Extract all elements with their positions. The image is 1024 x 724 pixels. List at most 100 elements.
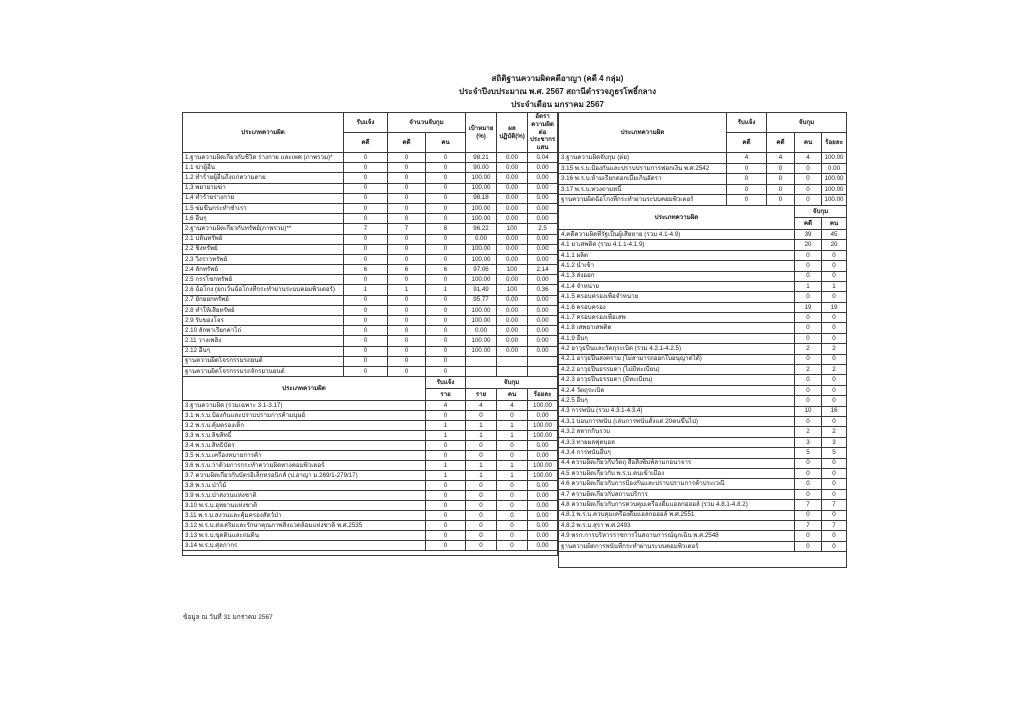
arrest-persons-cell: 0: [496, 490, 529, 502]
arrest-persons-cell: 0: [821, 467, 848, 480]
offense-row: 4.8 ความผิดเกี่ยวกับการควบคุมเครื่องดื่ม…: [558, 499, 848, 511]
crime-rate-cell: 0.00: [527, 233, 559, 245]
crime-rate-cell: 0.00: [527, 335, 559, 347]
offense-name-cell: 3.7 ความผิดเกี่ยวกับบัตรอิเล็กทรอนิกส์ (…: [182, 470, 426, 482]
right-table-header: ประเภทความผิด รับแจ้ง จับกุม คดี คดี คน …: [558, 112, 848, 153]
target-pct-cell: 100.00: [465, 172, 498, 184]
offense-row: 4.8.2 พ.ร.บ.สุรา พ.ศ.2493 7 7: [558, 519, 848, 532]
offense-row: 3.15 พ.ร.บ.ป้องกันและปราบปรามการฟอกเงิน …: [558, 162, 848, 175]
arrest-persons-cell: 0: [821, 540, 848, 553]
offense-row: 4.2.5 อื่นๆ 0 0: [558, 395, 848, 407]
col-header-crime-rate: อัตราความผิดต่อ ประชากรแสน: [527, 112, 559, 153]
arrest-persons-cell: 4: [794, 152, 823, 164]
offense-row: 4.1.6 ครอบครอง 19 19: [558, 301, 848, 314]
arrest-persons-cell: 0: [424, 192, 467, 204]
reported-cases-cell: 0: [424, 480, 467, 492]
offense-name-cell: 4.2.3 อาวุธปืนธรรมดา (มีทะเบียน): [558, 374, 796, 386]
arrest-persons-cell: 2: [821, 343, 848, 355]
offense-name-cell: 2.7 ยักยอกทรัพย์: [182, 294, 344, 306]
offense-name-cell: 2.9 รับของโจร: [182, 314, 344, 327]
arrest-cases-cell: 2: [794, 343, 823, 355]
arrest-cases-cell: 0: [794, 488, 823, 501]
arrest-persons-cell: 0: [821, 374, 848, 386]
offense-name-cell: ฐานความผิดฉ้อโกงที่กระทำผ่านระบบคอมพิวเต…: [558, 194, 728, 206]
arrest-persons-cell: 1: [496, 430, 529, 442]
arrest-persons-cell: 4: [496, 400, 529, 412]
col-subheader-person: คน: [496, 388, 529, 402]
arrest-cases-cell: 7: [794, 499, 823, 511]
result-pct-cell: 0.00: [496, 202, 529, 215]
offense-row: 2.9 รับของโจร 0 0 0 100.00 0.00 0.00: [182, 314, 559, 327]
offense-row: 1.5 ข่มขืนกระทำชำเรา 0 0 0 100.00 0.00 0…: [182, 202, 559, 215]
offense-name-cell: 3.5 พ.ร.บ.เครื่องหมายการค้า: [182, 450, 426, 462]
arrest-persons-cell: 0: [424, 233, 467, 245]
reported-cases-cell: 0: [424, 530, 467, 542]
target-pct-cell: 100.00: [465, 182, 498, 194]
target-pct-cell: 100.00: [465, 304, 498, 317]
offense-name-cell: 3.4 พ.ร.บ.สิทธิบัตร: [182, 440, 426, 452]
crime-table-left: ประเภทความผิด รับแจ้ง จำนวนจับกุม เป้าหม…: [181, 112, 559, 557]
crime-rate-cell: 0.00: [527, 345, 559, 357]
arrest-cases-cell: 0: [766, 173, 796, 185]
offense-name-cell: 2.8 ทำให้เสียทรัพย์: [182, 304, 344, 317]
reported-cases-cell: 1: [343, 284, 388, 296]
offense-row: 2.11 วางเพลิง 0 0 0 100.00 0.00 0.00: [182, 335, 559, 347]
arrest-cases-cell: 1: [465, 460, 498, 472]
offense-name-cell: 2.5 กรรโชกทรัพย์: [182, 274, 344, 286]
reported-cases-cell: 0: [424, 520, 467, 532]
reported-cases-cell: 0: [343, 243, 388, 255]
arrest-percent-cell: 100.00: [821, 194, 848, 206]
reported-cases-cell: 0: [424, 410, 467, 422]
result-pct-cell: 100: [496, 284, 529, 296]
left-table-body-section-3: 3.ฐานความผิด (รวมเฉพาะ 3.1-3.17) 4 4 4 1…: [182, 400, 559, 552]
crime-rate-cell: 0.00: [527, 325, 559, 337]
col-header-offense-type: ประเภทความผิด: [182, 376, 426, 402]
offense-name-cell: 3.14 พ.ร.บ.ศุลกากร: [182, 540, 426, 552]
offense-name-cell: ฐานความผิดการพนันที่กระทำผ่านระบบคอมพิวเ…: [558, 540, 796, 553]
offense-name-cell: 3.11 พ.ร.บ.สงวนและคุ้มครองสัตว์ป่า: [182, 510, 426, 522]
reported-cases-cell: 0: [424, 500, 467, 512]
arrest-percent-cell: 0.00: [527, 490, 559, 502]
arrest-cases-cell: 0: [465, 490, 498, 502]
offense-name-cell: 4.2.4 วัตถุระเบิด: [558, 384, 796, 397]
offense-row: 4.3.4 การพนันอื่นๆ 5 5: [558, 447, 848, 459]
offense-row: 4.3.2 สลากกินรวบ 2 2: [558, 426, 848, 438]
offense-name-cell: 2.1 ปล้นทรัพย์: [182, 233, 344, 245]
arrest-persons-cell: 0: [496, 500, 529, 512]
offense-row: 1.2 ทำร้ายผู้อื่นถึงแก่ความตาย 0 0 0 100…: [182, 172, 559, 184]
offense-row: 4.2.3 อาวุธปืนธรรมดา (มีทะเบียน) 0 0: [558, 374, 848, 386]
arrest-persons-cell: 0: [424, 314, 467, 327]
offense-name-cell: 4.3.4 การพนันอื่นๆ: [558, 447, 796, 459]
offense-name-cell: 2.3 วิ่งราวทรัพย์: [182, 253, 344, 266]
target-pct-cell: 100.00: [465, 202, 498, 215]
empty-filler-cell: [558, 551, 848, 569]
result-pct-cell: 0.00: [496, 233, 529, 245]
arrest-persons-cell: 0: [424, 294, 467, 306]
col-header-reported: รับแจ้ง: [424, 376, 467, 390]
arrest-persons-cell: 16: [821, 405, 848, 418]
offense-name-cell: 3.6 พ.ร.บ.ว่าด้วยการกระทำความผิดทางคอมพิ…: [182, 460, 426, 472]
arrest-cases-cell: 5: [794, 447, 823, 459]
offense-row: 3.5 พ.ร.บ.เครื่องหมายการค้า 0 0 0 0.00: [182, 450, 559, 462]
offense-name-cell: 3.17 พ.ร.บ.ทวงถามหนี้: [558, 183, 728, 196]
arrest-cases-cell: 0: [794, 322, 823, 334]
col-header-offense-type: ประเภทความผิด: [182, 112, 344, 153]
offense-name-cell: 1.ฐานความผิดเกี่ยวกับชีวิต ร่างกาย และเพ…: [182, 151, 344, 164]
arrest-cases-cell: 0: [387, 182, 426, 194]
reported-cases-cell: 7: [343, 223, 388, 235]
arrest-persons-cell: 0: [821, 457, 848, 469]
offense-name-cell: 2.ฐานความผิดเกี่ยวกับทรัพย์(ภาพรวม)**: [182, 223, 344, 235]
offense-name-cell: 3.2 พ.ร.บ.คุ้มครองเด็ก: [182, 420, 426, 432]
arrest-percent-cell: 0.00: [527, 410, 559, 422]
offense-name-cell: 3.3 พ.ร.บ.ลิขสิทธิ์: [182, 430, 426, 442]
col-subheader-percent: ร้อยละ: [821, 132, 848, 153]
arrest-cases-cell: 0: [465, 500, 498, 512]
arrest-cases-cell: 0: [465, 520, 498, 532]
arrest-cases-cell: 0: [465, 530, 498, 542]
arrest-percent-cell: 0.00: [527, 440, 559, 452]
arrest-cases-cell: 0: [794, 395, 823, 407]
offense-row: 4.1.7 ครอบครองเพื่อเสพ 0 0: [558, 312, 848, 324]
arrest-persons-cell: 5: [821, 447, 848, 459]
left-table-mid-header: ประเภทความผิด รับแจ้ง จับกุม ราย ราย คน …: [182, 376, 559, 402]
